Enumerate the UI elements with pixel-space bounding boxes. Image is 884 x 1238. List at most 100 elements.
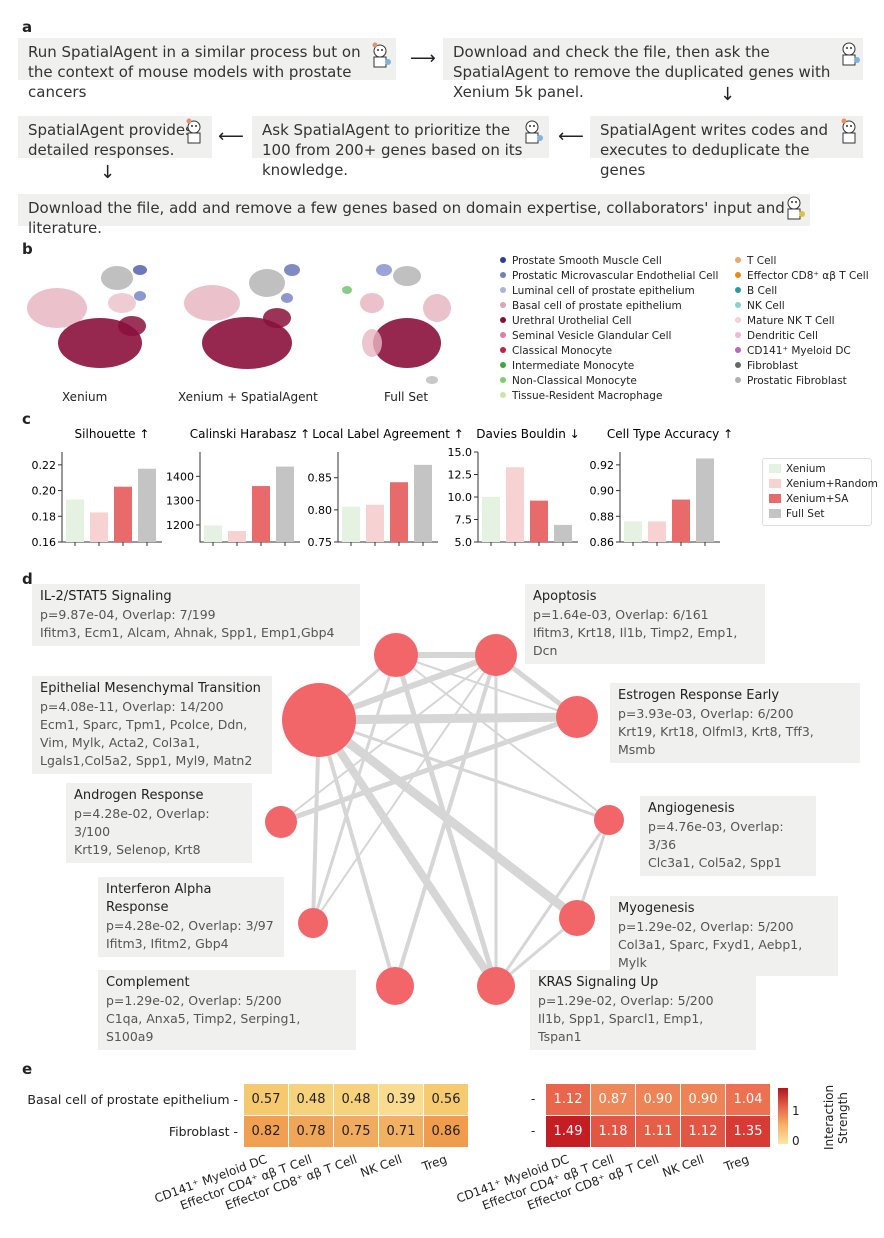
row-label-text: Fibroblast xyxy=(168,1124,230,1139)
workflow-step-6: Download the file, add and remove a few … xyxy=(18,194,810,237)
legend-swatch xyxy=(500,377,506,383)
arrow-left-icon: ⟵ xyxy=(558,126,584,147)
legend-swatch xyxy=(500,272,506,278)
bar xyxy=(90,512,108,542)
y-tick-label: 0.20 xyxy=(32,485,57,498)
y-tick-label: 0.16 xyxy=(32,536,57,549)
legend-swatch xyxy=(735,287,741,293)
legend-swatch xyxy=(735,362,741,368)
row-tick: - xyxy=(531,1092,536,1106)
legend-swatch xyxy=(735,302,741,308)
legend-label: Basal cell of prostate epithelium xyxy=(512,300,682,312)
legend-label: Xenium+Random xyxy=(786,478,878,490)
y-tick-label: 10.0 xyxy=(448,491,473,504)
node-il2-stat5 xyxy=(374,633,418,677)
legend-swatch xyxy=(735,257,741,263)
pathway-stats: p=1.29e-02, Overlap: 5/200 xyxy=(106,993,282,1008)
y-tick-label: 0.75 xyxy=(308,536,333,549)
heatmap-cell: 0.56 xyxy=(424,1084,468,1115)
step-4-text: Ask SpatialAgent to prioritize the 100 f… xyxy=(262,121,523,179)
heatmap-cell: 0.87 xyxy=(591,1084,635,1115)
panel-e-label: e xyxy=(22,1060,33,1078)
legend-swatch xyxy=(500,287,506,293)
step-2-text: Download and check the file, then ask th… xyxy=(453,43,831,101)
legend-item: Xenium+SA xyxy=(769,493,848,505)
umap-full-set xyxy=(342,264,451,384)
umap-title: Xenium xyxy=(62,390,108,404)
legend-label: CD141⁺ Myeloid DC xyxy=(747,345,851,357)
umap-title: Xenium + SpatialAgent xyxy=(178,390,318,404)
node-emt xyxy=(282,683,356,757)
heatmap-row-label: Fibroblast - xyxy=(168,1124,238,1139)
pathway-title: Myogenesis xyxy=(618,901,695,916)
workflow-step-5: SpatialAgent provides detailed responses… xyxy=(18,116,212,159)
bar xyxy=(276,466,294,542)
heatmap-cell: 1.12 xyxy=(681,1116,725,1147)
legend-label: Xenium xyxy=(786,463,826,475)
legend-item: Effector CD8⁺ αβ T Cell xyxy=(735,270,869,282)
step-3-text: SpatialAgent writes codes and executes t… xyxy=(600,121,829,179)
pathway-card-estrogen: Estrogen Response Early p=3.93e-03, Over… xyxy=(610,683,860,763)
pathway-genes: Krt19, Krt18, Olfml3, Krt8, Tff3, Msmb xyxy=(618,724,814,757)
bar xyxy=(66,499,84,542)
legend-item: Fibroblast xyxy=(735,360,798,372)
arrow-left-icon: ⟵ xyxy=(218,126,244,147)
y-tick-label: 1200 xyxy=(166,519,194,532)
legend-item: T Cell xyxy=(735,255,776,267)
panel-c-label: c xyxy=(22,410,31,428)
legend-swatch xyxy=(769,479,781,488)
pathway-card-myogenesis: Myogenesis p=1.29e-02, Overlap: 5/200 Co… xyxy=(610,896,838,976)
legend-swatch xyxy=(735,332,741,338)
agent-icon xyxy=(841,118,856,144)
legend-label: Fibroblast xyxy=(747,360,798,372)
legend-item: Non-Classical Monocyte xyxy=(500,375,637,387)
pathway-card-kras: KRAS Signaling Up p=1.29e-02, Overlap: 5… xyxy=(530,970,756,1050)
bar xyxy=(672,499,690,542)
bar xyxy=(252,486,270,542)
heatmap-cell: 0.71 xyxy=(379,1116,423,1147)
step-1-text: Run SpatialAgent in a similar process bu… xyxy=(28,43,361,101)
bar xyxy=(204,525,222,542)
heatmap-left: 0.57 0.48 0.48 0.39 0.56 0.82 0.78 0.75 0.71 0.86 xyxy=(244,1084,468,1147)
colorbar-label: Interaction Strength xyxy=(822,1084,850,1150)
legend-label: Non-Classical Monocyte xyxy=(512,375,637,387)
bar-chart-1: Calinski Harabasz ↑ 1200 1300 1400 xyxy=(166,427,310,546)
arrow-down-icon: ↓ xyxy=(100,162,116,183)
step-5-text: SpatialAgent provides detailed responses… xyxy=(28,121,193,159)
heatmap-cell: 0.86 xyxy=(424,1116,468,1147)
heatmap-right: 1.12 0.87 0.90 0.90 1.04 1.49 1.18 1.11 1.12 1.35 xyxy=(546,1084,770,1147)
panel-d-label: d xyxy=(22,570,33,588)
pathway-genes: Clc3a1, Col5a2, Spp1 xyxy=(648,855,782,870)
bar-chart-4: Cell Type Accuracy ↑ 0.86 0.88 0.90 0.92 xyxy=(590,427,734,549)
pathway-title: KRAS Signaling Up xyxy=(538,975,659,990)
legend-swatch xyxy=(735,377,741,383)
legend-item: CD141⁺ Myeloid DC xyxy=(735,345,851,357)
pathway-stats: p=1.29e-02, Overlap: 5/200 xyxy=(618,919,794,934)
legend-label: Effector CD8⁺ αβ T Cell xyxy=(747,270,869,282)
legend-item: Basal cell of prostate epithelium xyxy=(500,300,682,312)
network-nodes xyxy=(265,633,624,1005)
pathway-genes: Ifitm3, Krt18, Il1b, Timp2, Emp1, Dcn xyxy=(533,625,738,658)
pathway-title: Complement xyxy=(106,975,190,990)
bar xyxy=(366,504,384,542)
legend-label: Prostate Smooth Muscle Cell xyxy=(512,255,662,267)
pathway-genes: Krt19, Selenop, Krt8 xyxy=(74,842,201,857)
pathway-title: Interferon Alpha Response xyxy=(106,882,212,915)
legend-item: Prostatic Microvascular Endothelial Cell xyxy=(500,270,718,282)
legend-label: Mature NK T Cell xyxy=(747,315,835,327)
legend-swatch xyxy=(769,509,781,518)
metric-bar-charts: Silhouette ↑ 0.16 0.18 0.20 0.22 Calinski Har… xyxy=(32,427,734,549)
bar xyxy=(228,531,246,542)
legend-item: Mature NK T Cell xyxy=(735,315,835,327)
pathway-title: Androgen Response xyxy=(74,788,204,803)
row-tick: - xyxy=(531,1124,536,1138)
agent-icon xyxy=(842,42,860,66)
chart-title: Calinski Harabasz ↑ xyxy=(190,427,310,441)
heatmap-cell: 0.57 xyxy=(244,1084,288,1115)
heatmap-cell: 0.75 xyxy=(334,1116,378,1147)
legend-swatch xyxy=(500,257,506,263)
agent-icon xyxy=(186,118,201,144)
colorbar xyxy=(778,1088,788,1144)
pathway-card-complement: Complement p=1.29e-02, Overlap: 5/200 C1… xyxy=(98,970,356,1050)
legend-label: Xenium+SA xyxy=(786,493,849,505)
